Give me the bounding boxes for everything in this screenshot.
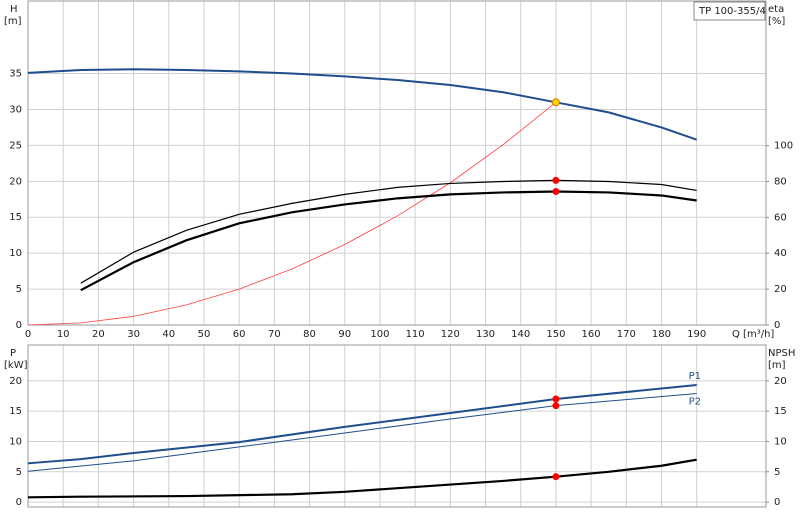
y2-axis-unit: [m] — [768, 360, 786, 371]
x-tick-label: 30 — [127, 329, 140, 340]
duty-point — [551, 98, 560, 107]
y2-axis-unit: [%] — [768, 16, 785, 27]
x-tick-label: 40 — [162, 329, 175, 340]
y-tick-label: 5 — [16, 467, 22, 478]
y-axis-unit: [kW] — [4, 360, 28, 371]
y-tick-label: 0 — [16, 320, 22, 331]
curve — [80, 190, 697, 292]
curve — [27, 393, 697, 472]
series-label: P2 — [689, 397, 701, 408]
series-label: P1 — [689, 371, 701, 382]
y-axis-label: H — [10, 4, 18, 15]
y2-tick-label: 5 — [774, 467, 780, 478]
x-tick-label: 150 — [546, 329, 565, 340]
x-tick-label: 20 — [92, 329, 105, 340]
x-tick-label: 50 — [198, 329, 211, 340]
y2-axis-label: eta — [768, 4, 784, 15]
curve — [27, 68, 697, 141]
x-tick-label: 190 — [687, 329, 706, 340]
y2-tick-label: 20 — [774, 284, 787, 295]
curve — [80, 179, 697, 284]
y-axis-label: P — [10, 348, 16, 359]
x-tick-label: 0 — [25, 329, 31, 340]
curve — [27, 101, 557, 326]
x-axis-label: Q [m³/h] — [732, 329, 774, 340]
duty-point — [552, 188, 560, 196]
duty-point — [552, 473, 560, 481]
y2-tick-label: 15 — [774, 406, 787, 417]
y-axis-unit: [m] — [4, 16, 22, 27]
x-tick-label: 170 — [617, 329, 636, 340]
curve — [27, 458, 697, 499]
y2-tick-label: 0 — [774, 320, 780, 331]
x-tick-label: 90 — [338, 329, 351, 340]
x-tick-label: 140 — [511, 329, 530, 340]
plot-frame — [27, 344, 767, 508]
y-tick-label: 35 — [9, 69, 22, 80]
duty-point — [552, 395, 560, 403]
duty-point — [552, 176, 560, 184]
duty-point — [552, 402, 560, 410]
y2-tick-label: 0 — [774, 497, 780, 508]
x-tick-label: 160 — [582, 329, 601, 340]
y-tick-label: 20 — [9, 376, 22, 387]
y2-tick-label: 40 — [774, 248, 787, 259]
x-tick-label: 180 — [652, 329, 671, 340]
y-tick-label: 10 — [9, 248, 22, 259]
x-tick-label: 110 — [406, 329, 425, 340]
y-tick-label: 10 — [9, 436, 22, 447]
y-tick-label: 25 — [9, 140, 22, 151]
y2-tick-label: 80 — [774, 176, 787, 187]
y2-axis-label: NPSH — [768, 348, 795, 359]
curve — [27, 384, 697, 465]
y2-tick-label: 100 — [774, 141, 793, 152]
x-tick-label: 10 — [57, 329, 70, 340]
x-tick-label: 70 — [268, 329, 281, 340]
y-tick-label: 5 — [16, 284, 22, 295]
y-tick-label: 20 — [9, 176, 22, 187]
x-tick-label: 60 — [233, 329, 246, 340]
x-tick-label: 130 — [476, 329, 495, 340]
x-tick-label: 120 — [441, 329, 460, 340]
title-box — [693, 1, 766, 21]
x-tick-label: 80 — [303, 329, 316, 340]
x-tick-label: 100 — [370, 329, 389, 340]
y2-tick-label: 60 — [774, 212, 787, 223]
y-tick-label: 30 — [9, 104, 22, 115]
plot-frame — [27, 0, 767, 326]
title: TP 100-355/4 — [698, 6, 766, 17]
y-tick-label: 15 — [9, 212, 22, 223]
y-tick-label: 0 — [16, 497, 22, 508]
y2-tick-label: 10 — [774, 436, 787, 447]
y2-tick-label: 20 — [774, 376, 787, 387]
y-tick-label: 15 — [9, 406, 22, 417]
